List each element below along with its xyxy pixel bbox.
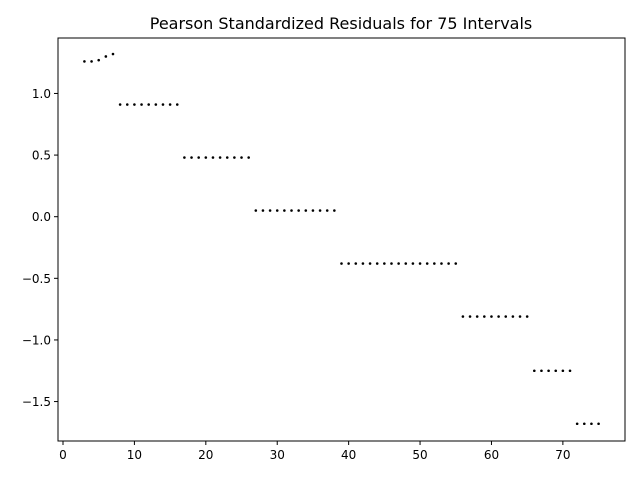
data-point (168, 103, 172, 106)
data-point (504, 315, 508, 318)
data-point (211, 156, 215, 159)
data-point (133, 103, 136, 106)
data-point (90, 60, 93, 63)
data-point (333, 209, 336, 212)
chart-title: Pearson Standardized Residuals for 75 In… (150, 14, 533, 33)
data-point (454, 262, 458, 265)
data-point (318, 209, 322, 212)
data-point (254, 209, 258, 212)
data-point (233, 156, 236, 159)
y-axis: −1.5 −1.0 −0.5 0.0 0.5 1.0 (22, 87, 58, 409)
x-axis: 0 10 20 30 40 50 60 70 (59, 441, 571, 462)
data-point (190, 156, 193, 159)
data-point (561, 369, 565, 373)
y-tick-label: 1.0 (32, 87, 51, 101)
data-point (418, 262, 422, 265)
data-point (440, 262, 443, 265)
data-point (590, 422, 593, 426)
data-point (383, 262, 386, 265)
data-point (125, 103, 129, 106)
data-point (554, 369, 558, 373)
data-point (533, 369, 536, 373)
plot-frame (57, 37, 626, 442)
data-point (390, 262, 393, 265)
data-point (175, 103, 179, 106)
data-point (204, 156, 208, 159)
data-point (118, 103, 122, 106)
x-tick-label: 30 (270, 448, 285, 462)
data-point (290, 209, 293, 212)
data-point (183, 156, 186, 159)
data-point (568, 369, 572, 373)
x-tick-label: 10 (127, 448, 142, 462)
data-point (411, 262, 415, 265)
data-point (297, 209, 300, 212)
data-point (483, 315, 486, 318)
data-point (311, 209, 315, 212)
data-point (582, 422, 586, 426)
data-point (425, 262, 429, 265)
data-point (490, 315, 493, 318)
data-point (275, 209, 279, 212)
data-point (268, 209, 272, 212)
x-tick-label: 50 (412, 448, 427, 462)
x-tick-label: 20 (198, 448, 213, 462)
data-point (468, 315, 472, 318)
data-point (433, 262, 436, 265)
data-point (197, 156, 200, 159)
data-point (354, 262, 358, 265)
y-tick-label: −0.5 (22, 272, 51, 286)
y-tick-label: 0.0 (32, 210, 51, 224)
x-tick-label: 0 (59, 448, 67, 462)
data-point (447, 262, 450, 265)
data-point (547, 369, 550, 373)
data-point (240, 156, 243, 159)
data-point (597, 422, 600, 426)
data-point (111, 52, 115, 56)
data-point (140, 103, 143, 106)
data-point (325, 209, 329, 212)
data-point (83, 60, 86, 63)
data-point (97, 58, 101, 62)
data-point (404, 262, 408, 265)
y-tick-label: 0.5 (32, 149, 51, 163)
y-tick-label: −1.0 (22, 333, 51, 347)
data-point (225, 156, 229, 159)
x-tick-label: 40 (341, 448, 356, 462)
data-point (361, 262, 365, 265)
data-point (540, 369, 543, 373)
data-point (147, 103, 150, 106)
y-tick-label: −1.5 (22, 395, 51, 409)
data-point (247, 156, 250, 159)
data-point (283, 209, 286, 212)
data-point (104, 55, 108, 58)
data-point (497, 315, 500, 318)
data-point (368, 262, 372, 265)
data-point (347, 262, 350, 265)
x-tick-label: 70 (555, 448, 570, 462)
data-point (261, 209, 265, 212)
data-point (461, 315, 465, 318)
data-point (161, 103, 165, 106)
data-point (397, 262, 400, 265)
data-point (525, 315, 529, 318)
data-point (154, 103, 158, 106)
data-points (83, 52, 600, 426)
data-point (511, 315, 515, 318)
data-point (518, 315, 522, 318)
data-point (304, 209, 308, 212)
data-point (218, 156, 222, 159)
data-point (575, 422, 579, 426)
x-tick-label: 60 (484, 448, 499, 462)
data-point (375, 262, 379, 265)
data-point (340, 262, 343, 265)
data-point (475, 315, 479, 318)
